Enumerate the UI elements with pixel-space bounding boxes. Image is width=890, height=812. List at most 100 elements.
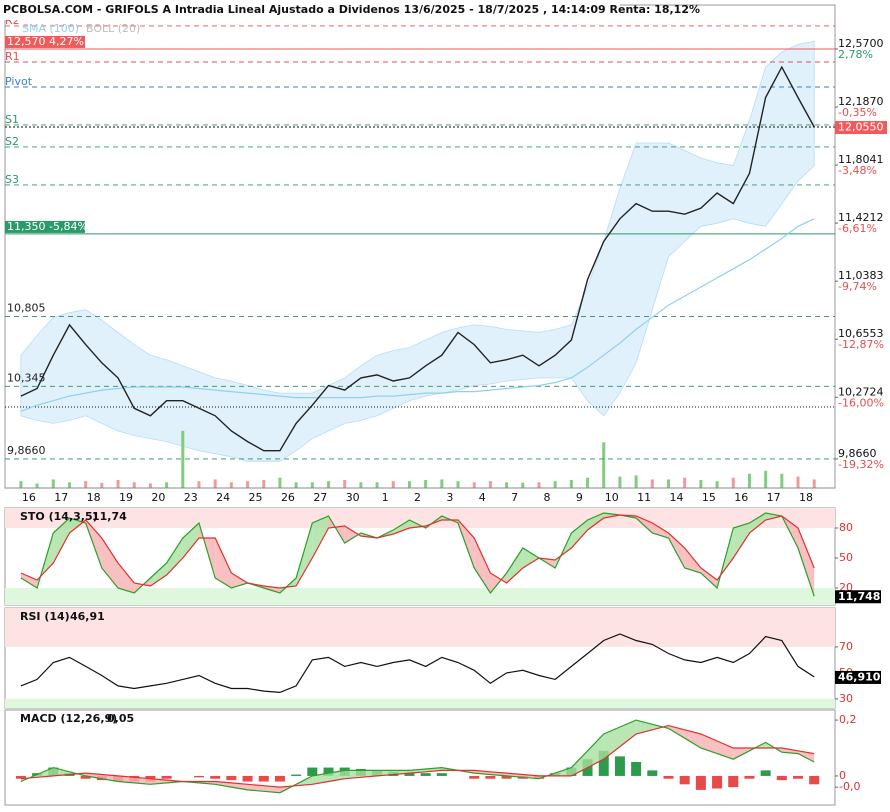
- x-tick-label: 18: [87, 491, 101, 504]
- histogram-bar: [728, 775, 739, 788]
- cross-fill: [571, 520, 588, 548]
- y-tick-label: 12,5700: [838, 37, 884, 50]
- panel-value: 11,74: [92, 510, 127, 523]
- price-label: 10,345: [7, 371, 46, 384]
- y-tick-label: 10,6553: [838, 327, 884, 340]
- x-tick-label: 8: [543, 491, 550, 504]
- tick-change: 2,78%: [838, 48, 873, 61]
- cross-fill: [263, 785, 280, 793]
- x-tick-label: 7: [511, 491, 518, 504]
- volume-bar: [310, 482, 314, 488]
- pivot-label: S2: [5, 135, 19, 148]
- histogram-bar: [210, 775, 221, 779]
- x-tick-label: 14: [670, 491, 684, 504]
- y-tick-label: 80: [839, 521, 853, 534]
- volume-bar: [294, 482, 298, 488]
- cross-fill: [522, 548, 539, 568]
- cross-fill: [53, 767, 70, 776]
- cross-fill: [571, 750, 588, 776]
- cross-fill: [619, 720, 637, 747]
- histogram-bar: [323, 767, 334, 776]
- cross-fill: [587, 513, 604, 530]
- data-line: [20, 218, 815, 412]
- x-tick-label: 15: [702, 491, 716, 504]
- price-label: 11,350 -5,84%: [7, 220, 88, 233]
- cross-fill: [393, 770, 410, 775]
- panel-title: RSI (14): [20, 610, 70, 623]
- data-line: [20, 65, 815, 452]
- histogram-bar: [793, 775, 804, 779]
- volume-bar: [359, 482, 363, 488]
- price-label-box: [5, 220, 85, 233]
- histogram-bar: [242, 775, 253, 782]
- histogram-bar: [226, 775, 237, 781]
- volume-bar: [456, 481, 460, 488]
- volume-bar: [521, 482, 525, 488]
- cross-fill: [328, 770, 345, 782]
- x-tick-label: 25: [249, 491, 263, 504]
- pivot-label: S3: [5, 173, 19, 186]
- volume-bar: [537, 482, 541, 488]
- tick-change: -12,87%: [838, 338, 884, 351]
- y-tick-label: 70: [839, 640, 853, 653]
- histogram-bar: [469, 775, 480, 779]
- x-tick-label: 9: [576, 491, 583, 504]
- histogram-bar: [809, 775, 820, 785]
- x-tick-label: 16: [734, 491, 748, 504]
- legend-entry: BOLL (20): [86, 22, 140, 35]
- tick-change: -16,00%: [838, 396, 884, 409]
- volume-bar: [262, 480, 266, 488]
- volume-bar: [569, 480, 573, 488]
- volume-bar: [246, 481, 250, 488]
- y-tick-label: 50: [839, 551, 853, 564]
- tick-change: -0,35%: [838, 106, 877, 119]
- cross-fill: [652, 523, 669, 538]
- cross-fill: [215, 538, 232, 588]
- histogram-bar: [258, 775, 269, 782]
- overbought-zone: [5, 608, 835, 647]
- cross-fill: [393, 520, 410, 534]
- cross-fill: [312, 773, 329, 785]
- cross-fill: [134, 777, 151, 785]
- data-line: [20, 719, 815, 794]
- volume-bar: [667, 479, 670, 488]
- cross-fill: [118, 563, 135, 593]
- cross-fill: [555, 767, 572, 776]
- x-tick-label: 27: [313, 491, 327, 504]
- cross-fill: [603, 727, 620, 760]
- cross-fill: [247, 784, 264, 792]
- cross-fill: [765, 513, 782, 520]
- cross-fill: [474, 538, 491, 593]
- histogram-bar: [420, 773, 431, 776]
- volume-bar: [650, 479, 654, 488]
- cross-fill: [344, 770, 361, 779]
- histogram-bar: [436, 773, 447, 776]
- volume-bar: [197, 481, 201, 488]
- cross-fill: [749, 513, 766, 533]
- bollinger-band: [20, 40, 815, 462]
- y-tick-label: 30: [839, 692, 853, 705]
- price-label: 10,805: [7, 302, 46, 315]
- volume-bar: [35, 483, 39, 488]
- tick-change: -6,61%: [838, 222, 877, 235]
- volume-bar: [505, 482, 509, 488]
- data-line: [20, 724, 815, 788]
- x-tick-label: 24: [216, 491, 230, 504]
- x-tick-label: 18: [799, 491, 813, 504]
- cross-fill: [360, 770, 378, 778]
- x-tick-label: 17: [54, 491, 68, 504]
- volume-bar: [391, 481, 395, 488]
- cross-fill: [312, 516, 329, 558]
- cross-fill: [198, 523, 216, 578]
- last-price-box: [835, 121, 887, 135]
- x-tick-label: 26: [281, 491, 295, 504]
- cross-fill: [684, 548, 701, 573]
- pivot-label: S1: [5, 113, 19, 126]
- y-tick-label: 11,8041: [838, 153, 884, 166]
- tick-change: -3,48%: [838, 164, 877, 177]
- histogram-bar: [760, 770, 771, 776]
- x-tick-label: 3: [446, 491, 453, 504]
- cross-fill: [20, 573, 38, 588]
- volume-bar: [100, 482, 104, 488]
- histogram-bar: [663, 775, 674, 779]
